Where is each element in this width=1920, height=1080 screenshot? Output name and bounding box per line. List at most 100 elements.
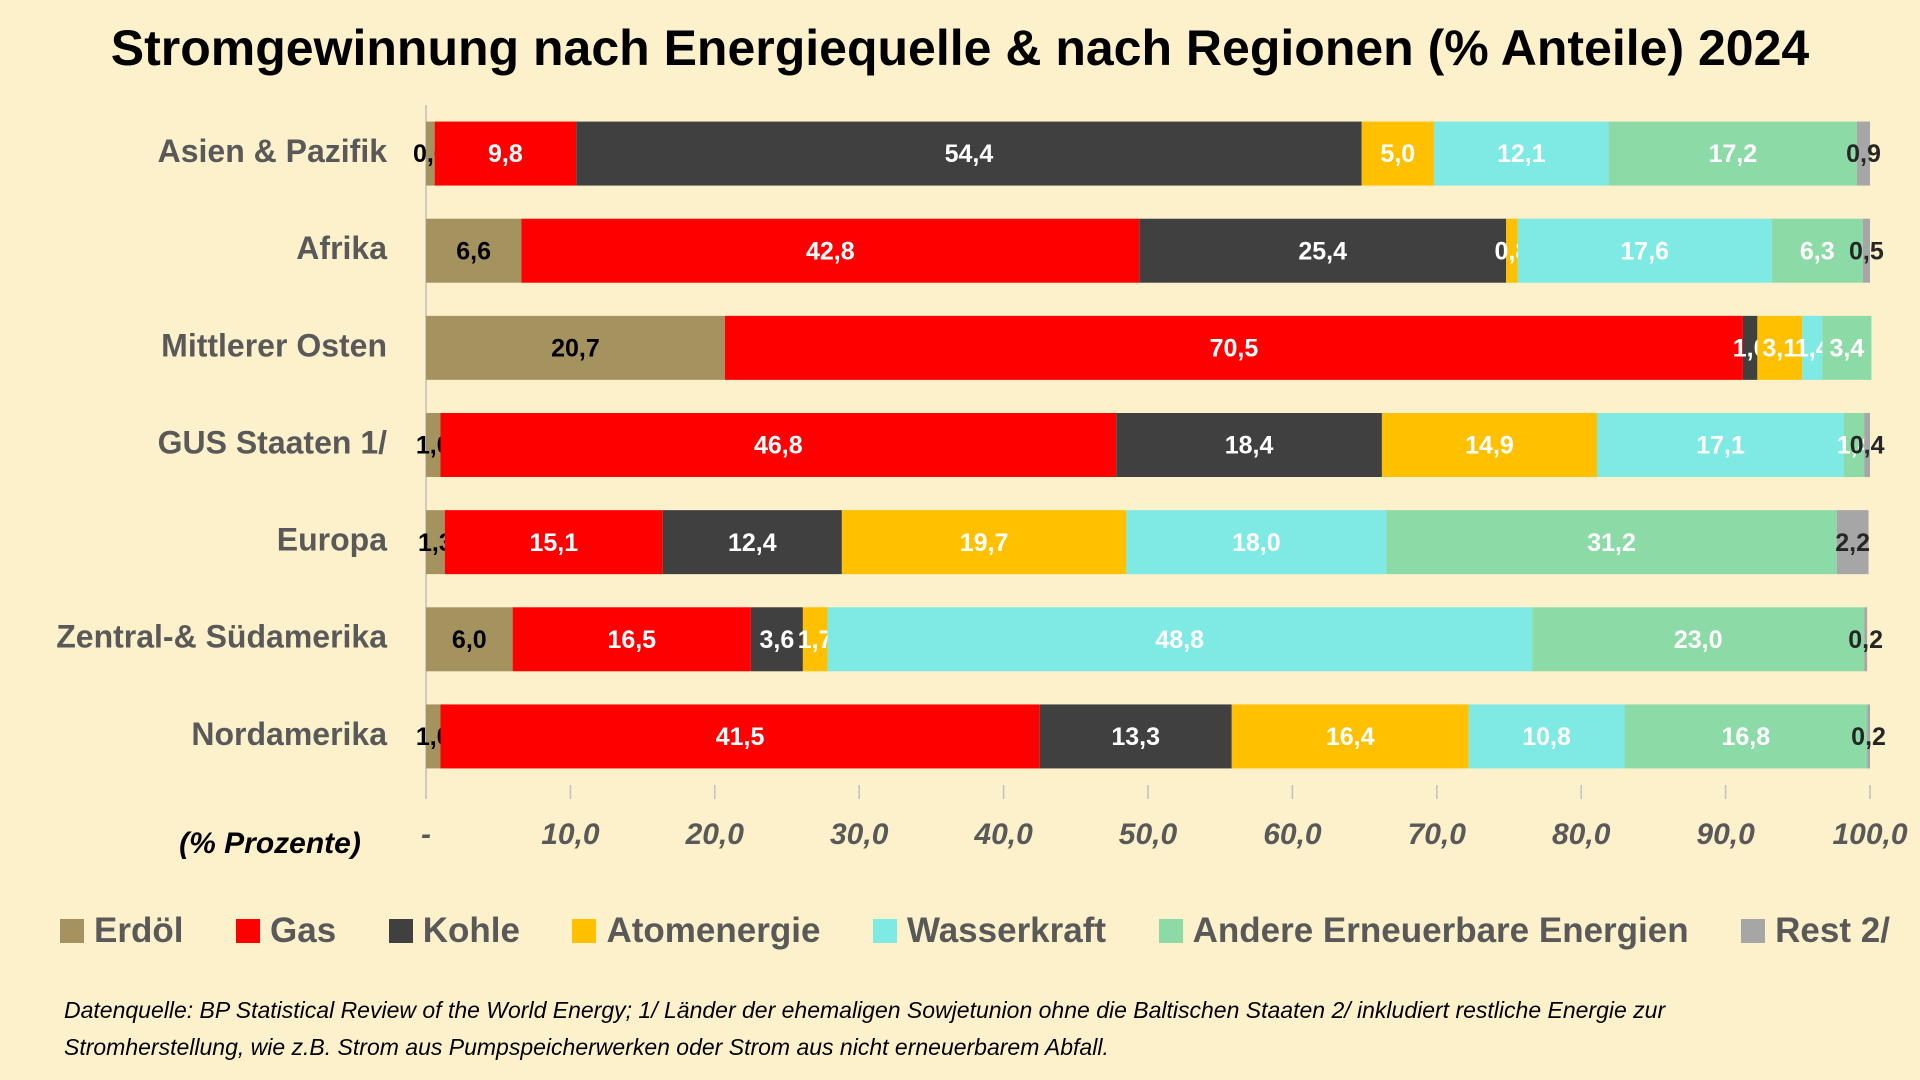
- bar-segment: [1862, 218, 1870, 283]
- value-label: 46,8: [754, 432, 803, 460]
- bar-segment: [426, 704, 441, 769]
- legend: Erdöl Gas Kohle Atomenergie Wasserkraft Ander…: [60, 908, 1890, 954]
- legend-label: Wasserkraft: [906, 911, 1107, 950]
- value-label: 54,4: [945, 140, 994, 168]
- bar-segment: [750, 607, 803, 672]
- legend-label: Atomenergie: [606, 911, 821, 950]
- bar-segment: [521, 218, 1140, 283]
- bar-segment: [1139, 218, 1507, 283]
- value-label: 16,4: [1326, 723, 1375, 751]
- bar-segment: [1433, 121, 1609, 186]
- x-axis-label: (% Prozente): [179, 827, 361, 860]
- legend-item: Atomenergie: [572, 911, 820, 951]
- bar-segment: [1532, 607, 1865, 672]
- bar-segment: [1771, 218, 1863, 283]
- value-label: 41,5: [716, 723, 765, 751]
- bar-segment: [1857, 121, 1870, 186]
- bar-segment: [1231, 704, 1469, 769]
- category-label: GUS Staaten 1/: [158, 424, 388, 460]
- value-label: 42,8: [806, 237, 855, 265]
- legend-item: Erdöl: [60, 911, 183, 951]
- legend-label: Kohle: [422, 911, 520, 950]
- value-label: 3,1: [1762, 334, 1797, 362]
- bar-segment: [662, 510, 842, 575]
- value-label: 14,9: [1465, 432, 1514, 460]
- bar-segment: [1802, 315, 1823, 380]
- bar-segment: [426, 510, 445, 575]
- legend-item: Kohle: [388, 911, 520, 951]
- x-tick-label: 40,0: [973, 818, 1033, 851]
- category-label: Nordamerika: [191, 716, 387, 752]
- value-label: 15,1: [529, 529, 578, 557]
- legend-swatch: [60, 919, 84, 943]
- bar-segment: [827, 607, 1533, 672]
- value-label: 12,1: [1497, 140, 1546, 168]
- legend-item: Rest 2/: [1741, 911, 1890, 951]
- bar-segment: [1039, 704, 1232, 769]
- legend-swatch: [572, 919, 597, 943]
- source-note: Datenquelle: BP Statistical Review of th…: [64, 997, 1666, 1060]
- value-label: 17,6: [1620, 237, 1669, 265]
- bar-segment: [1867, 704, 1870, 769]
- bar-segment: [444, 510, 663, 575]
- bar-segment: [440, 413, 1117, 477]
- legend-swatch: [236, 919, 260, 943]
- value-label: 10,8: [1522, 723, 1571, 751]
- value-label: 12,4: [728, 529, 777, 557]
- x-tick-label: 60,0: [1263, 818, 1322, 851]
- bar-segment: [1116, 413, 1382, 477]
- bar-segment: [426, 121, 435, 186]
- category-label: Mittlerer Osten: [161, 327, 387, 363]
- value-label: 13,3: [1111, 723, 1160, 751]
- legend-swatch: [388, 919, 413, 943]
- bar-segment: [1386, 510, 1837, 575]
- value-label: 18,0: [1232, 529, 1281, 557]
- legend-label: Andere Erneuerbare Energien: [1192, 911, 1689, 950]
- legend-item: Gas: [236, 911, 336, 951]
- value-label: 0,9: [1846, 140, 1881, 168]
- bar-segment: [434, 121, 577, 186]
- chart: Stromgewinnung nach Energiequelle & nach…: [56, 20, 1908, 860]
- value-label: 3,6: [760, 626, 795, 654]
- legend-item: Wasserkraft: [872, 911, 1107, 951]
- x-tick-label: 10,0: [541, 818, 600, 851]
- x-tick-label: -: [421, 818, 431, 851]
- value-label: 23,0: [1674, 626, 1723, 654]
- bar-segment: [426, 218, 522, 283]
- x-tick-label: 100,0: [1832, 818, 1907, 851]
- bar-segment: [1742, 315, 1758, 380]
- legend-item: Andere Erneuerbare Energien: [1158, 911, 1689, 951]
- value-label: 0,4: [1850, 432, 1885, 460]
- value-label: 31,2: [1587, 529, 1636, 557]
- bar-segment: [724, 315, 1743, 380]
- value-label: 1,7: [798, 626, 833, 654]
- category-label: Europa: [277, 522, 387, 558]
- bar-segment: [802, 607, 828, 672]
- category-label: Afrika: [296, 230, 387, 266]
- x-tick-label: 30,0: [830, 818, 889, 851]
- bar-segment: [1864, 413, 1870, 477]
- x-tick-label: 20,0: [685, 818, 745, 851]
- bar-segment: [1864, 607, 1868, 672]
- x-tick-label: 90,0: [1696, 818, 1755, 851]
- category-label: Zentral-& Südamerika: [56, 619, 387, 655]
- value-label: 0,2: [1851, 723, 1886, 751]
- x-tick-label: 50,0: [1119, 818, 1178, 851]
- bar-segment: [1517, 218, 1772, 283]
- value-label: 6,6: [456, 237, 491, 265]
- value-label: 18,4: [1225, 432, 1274, 460]
- value-label: 16,8: [1721, 723, 1770, 751]
- x-tick-label: 70,0: [1408, 818, 1467, 851]
- value-label: 5,0: [1380, 140, 1415, 168]
- bar-segment: [1381, 413, 1598, 477]
- bar-segment: [1822, 315, 1872, 380]
- bar-segment: [426, 607, 513, 672]
- bar-segment: [1844, 413, 1865, 477]
- legend-swatch: [1158, 919, 1183, 943]
- bar-segment: [1468, 704, 1625, 769]
- bar-segment: [1597, 413, 1845, 477]
- bar-segment: [841, 510, 1127, 575]
- value-label: 25,4: [1298, 237, 1347, 265]
- value-label: 48,8: [1155, 626, 1204, 654]
